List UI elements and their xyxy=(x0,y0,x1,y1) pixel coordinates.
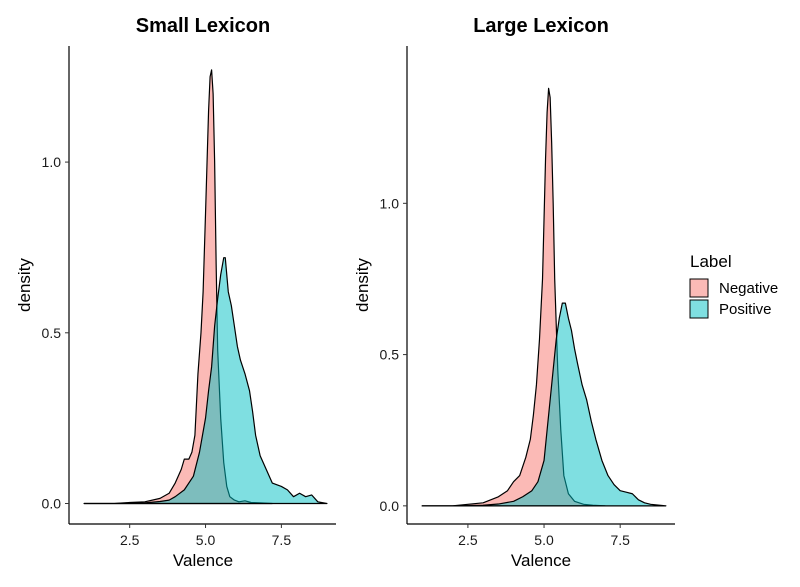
y-tick-label: 1.0 xyxy=(42,154,62,170)
plot-area-large xyxy=(421,87,667,507)
x-tick-label: 5.0 xyxy=(196,532,216,548)
y-axis-title-small: density xyxy=(15,258,34,312)
panel-title-small: Small Lexicon xyxy=(136,15,271,37)
panel-large-lexicon: Large Lexicon 2.5 5.0 7.5 0.0 0.5 1.0 Valence… xyxy=(353,15,675,570)
x-axis-title-small: Valence xyxy=(173,551,233,570)
x-tick-label: 2.5 xyxy=(120,532,140,548)
axes-large: 2.5 5.0 7.5 0.0 0.5 1.0 xyxy=(380,46,675,548)
legend-key-negative xyxy=(689,278,709,298)
x-axis-title-large: Valence xyxy=(511,551,571,570)
axes-small: 2.5 5.0 7.5 0.0 0.5 1.0 xyxy=(42,46,336,548)
y-tick-label: 1.0 xyxy=(380,195,400,211)
panel-small-lexicon: Small Lexicon 2.5 5.0 7.5 0.0 0.5 1.0 Valence… xyxy=(15,15,336,570)
y-tick-label: 0.5 xyxy=(42,325,62,341)
plot-area-small xyxy=(83,69,328,505)
y-tick-label: 0.5 xyxy=(380,347,400,363)
legend-label-positive: Positive xyxy=(719,301,772,318)
x-tick-label: 7.5 xyxy=(272,532,292,548)
x-tick-label: 7.5 xyxy=(610,532,630,548)
x-tick-label: 2.5 xyxy=(458,532,478,548)
y-axis-title-large: density xyxy=(353,258,372,312)
legend-label-negative: Negative xyxy=(719,280,778,297)
legend: Label Negative Positive xyxy=(689,252,778,319)
panel-title-large: Large Lexicon xyxy=(473,15,609,37)
x-tick-label: 5.0 xyxy=(534,532,554,548)
y-tick-label: 0.0 xyxy=(42,496,62,512)
y-tick-label: 0.0 xyxy=(380,498,400,514)
density-positive-small xyxy=(83,257,328,505)
legend-key-positive xyxy=(689,299,709,319)
legend-title: Label xyxy=(690,252,732,271)
density-positive-large xyxy=(421,302,667,507)
